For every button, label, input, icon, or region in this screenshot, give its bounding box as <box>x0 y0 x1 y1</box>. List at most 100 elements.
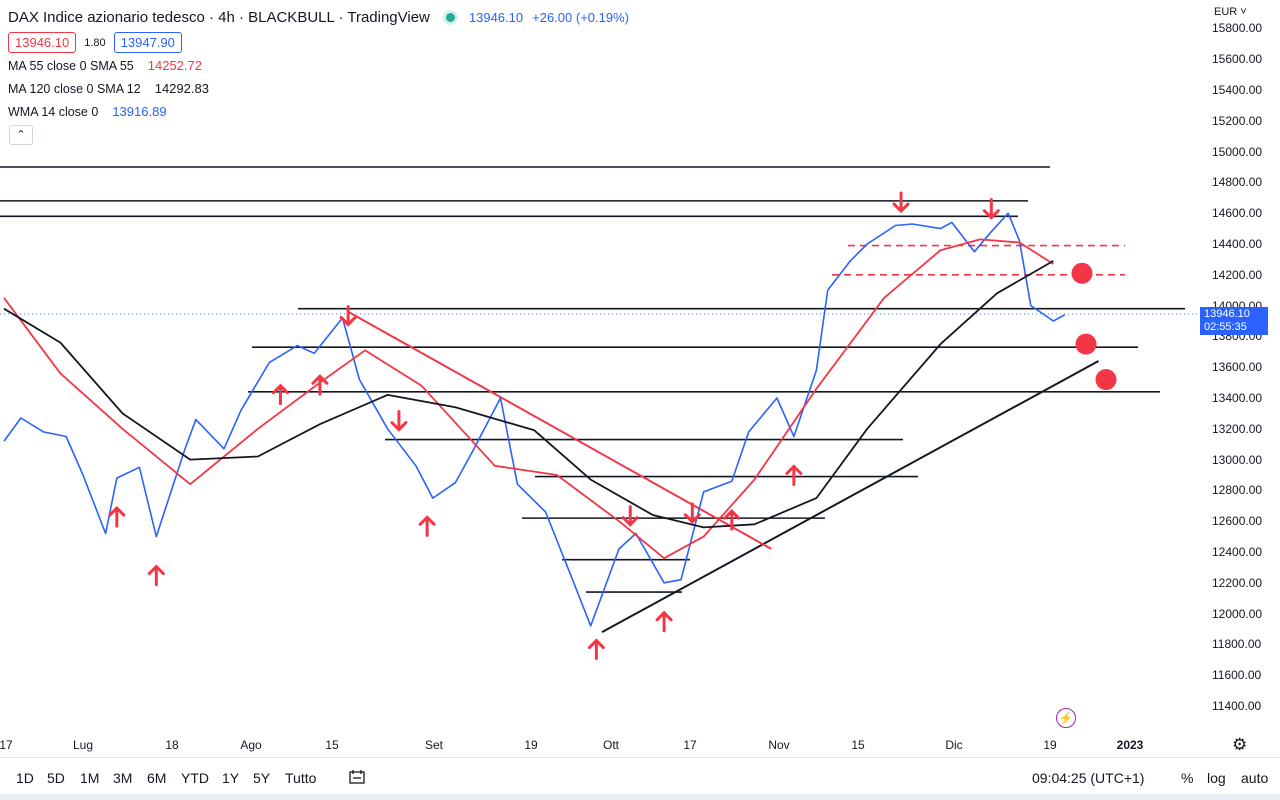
collapse-legend-button[interactable]: ⌃ <box>9 124 33 145</box>
time-tick-label: 15 <box>325 738 339 752</box>
down-arrow-marker <box>621 505 639 527</box>
indicator-label: WMA 14 close 0 <box>8 104 99 119</box>
time-tick-label: 17 <box>683 738 697 752</box>
price-tick-label: 11400.00 <box>1212 699 1262 713</box>
down-arrow-marker <box>892 191 910 214</box>
price-tick-label: 11800.00 <box>1212 637 1262 652</box>
range-1d-button[interactable]: 1D <box>16 770 34 786</box>
time-tick-label: 15 <box>851 738 865 752</box>
bar-countdown: 02:55:35 <box>1204 321 1247 333</box>
down-arrow-marker <box>390 410 408 432</box>
time-tick-label: Dic <box>945 738 963 752</box>
time-tick-label: Ago <box>240 738 262 752</box>
up-arrow-marker <box>311 374 329 396</box>
range-5y-button[interactable]: 5Y <box>253 770 271 786</box>
time-tick-label: Lug <box>72 738 94 752</box>
buy-price-button[interactable]: 13947.90 <box>113 32 182 53</box>
range-3m-button[interactable]: 3M <box>113 770 133 786</box>
time-tick-label: 2023 <box>1116 738 1144 752</box>
chart-title: DAX Indice azionario tedesco · 4h · BLAC… <box>8 9 430 26</box>
market-open-icon <box>445 13 455 22</box>
range-6m-button[interactable]: 6M <box>147 770 167 786</box>
time-tick-label: 19 <box>1043 738 1057 752</box>
price-tick-label: 12000.00 <box>1212 606 1263 621</box>
up-arrow-marker <box>418 515 436 537</box>
time-tick-label: 18 <box>165 738 179 752</box>
sell-price-button[interactable]: 13946.10 <box>8 32 77 53</box>
last-price-tag-value: 13946.10 <box>1204 308 1250 320</box>
header-last-price: 13946.10 <box>468 10 524 25</box>
up-arrow-marker <box>271 383 289 406</box>
auto-scale-button[interactable]: auto <box>1241 770 1269 786</box>
log-scale-button[interactable]: log <box>1207 770 1226 786</box>
trend-line <box>347 310 772 550</box>
last-price-tag: 13946.10 02:55:35 <box>1200 307 1268 335</box>
price-tick-label: 13200.00 <box>1212 421 1263 436</box>
indicator-ma55[interactable]: MA 55 close 0 SMA 55 14252.72 <box>8 54 629 77</box>
range-1m-button[interactable]: 1M <box>80 770 100 786</box>
trend-line <box>601 360 1099 633</box>
price-tick-label: 15800.00 <box>1212 21 1263 36</box>
chart-legend: DAX Indice azionario tedesco · 4h · BLAC… <box>8 6 629 146</box>
up-arrow-marker <box>108 505 126 528</box>
bottom-strip <box>0 794 1280 800</box>
price-tick-label: 12400.00 <box>1212 545 1263 559</box>
percent-scale-button[interactable]: % <box>1181 770 1194 786</box>
price-axis[interactable]: EUR ˅ 11400.00 11600.00 11800.00 12000.00 12… <box>1200 0 1280 733</box>
lightning-icon[interactable]: ⚡ <box>1056 708 1076 728</box>
currency-selector[interactable]: EUR ˅ <box>1214 6 1247 18</box>
indicator-label: MA 55 close 0 SMA 55 <box>8 58 134 73</box>
up-arrow-marker <box>147 564 165 587</box>
price-tick-label: 13400.00 <box>1212 391 1263 405</box>
price-tick-label: 12800.00 <box>1212 483 1263 498</box>
chevron-down-icon: ˅ <box>1240 6 1247 18</box>
time-tick-label: Ott <box>602 738 620 752</box>
price-tick-label: 13600.00 <box>1212 360 1263 375</box>
target-dot <box>1071 262 1093 284</box>
date-range-icon[interactable] <box>348 768 366 786</box>
down-arrow-marker <box>982 198 1000 220</box>
range-ytd-button[interactable]: YTD <box>181 770 209 786</box>
time-tick-label: Nov <box>768 738 790 752</box>
price-tick-label: 12200.00 <box>1212 575 1263 590</box>
bottom-toolbar: 1D 5D 1M 3M 6M YTD 1Y 5Y Tutto 09:04:25 … <box>0 757 1280 800</box>
price-tick-label: 12600.00 <box>1212 514 1263 529</box>
spread-value: 1.80 <box>84 36 106 49</box>
price-tick-label: 15200.00 <box>1212 113 1263 128</box>
up-arrow-marker <box>587 638 605 661</box>
price-tick-label: 14200.00 <box>1212 267 1263 282</box>
target-dot <box>1075 333 1097 355</box>
time-tick-label: Set <box>424 738 444 752</box>
indicator-label: MA 120 close 0 SMA 12 <box>8 81 141 96</box>
price-tick-label: 15600.00 <box>1212 52 1263 67</box>
up-arrow-marker <box>723 509 741 531</box>
down-arrow-marker <box>683 502 701 524</box>
indicator-wma14[interactable]: WMA 14 close 0 13916.89 <box>8 100 629 123</box>
time-tick-label: 17 <box>0 738 13 752</box>
price-tick-label: 13000.00 <box>1212 452 1263 467</box>
range-all-button[interactable]: Tutto <box>285 770 317 786</box>
price-line <box>3 212 1066 627</box>
indicator-ma120[interactable]: MA 120 close 0 SMA 12 14292.83 <box>8 77 629 100</box>
target-dot <box>1095 369 1117 391</box>
ma120-line <box>3 260 1054 529</box>
price-tick-label: 14600.00 <box>1212 206 1263 221</box>
price-tick-label: 14800.00 <box>1212 175 1263 190</box>
range-5d-button[interactable]: 5D <box>47 770 65 786</box>
indicator-value: 14292.83 <box>154 81 209 96</box>
clock[interactable]: 09:04:25 (UTC+1) <box>1032 770 1145 786</box>
ma55-line <box>3 238 1054 560</box>
price-chart[interactable] <box>0 0 1200 733</box>
time-axis[interactable]: 17 Lug 18 Ago 15 Set 19 Ott 17 Nov 15 Dic 19 2023 <box>0 733 1280 757</box>
gear-icon[interactable]: ⚙ <box>1232 735 1248 754</box>
indicator-value: 14252.72 <box>147 58 202 73</box>
time-tick-label: 19 <box>524 738 538 752</box>
price-tick-label: 11600.00 <box>1212 668 1262 683</box>
range-1y-button[interactable]: 1Y <box>222 770 240 786</box>
header-price-change: +26.00 (+0.19%) <box>532 10 629 25</box>
indicator-value: 13916.89 <box>112 104 167 119</box>
price-tick-label: 15400.00 <box>1212 83 1263 97</box>
up-arrow-marker <box>655 610 673 633</box>
up-arrow-marker <box>785 464 803 486</box>
price-tick-label: 14400.00 <box>1212 237 1263 251</box>
